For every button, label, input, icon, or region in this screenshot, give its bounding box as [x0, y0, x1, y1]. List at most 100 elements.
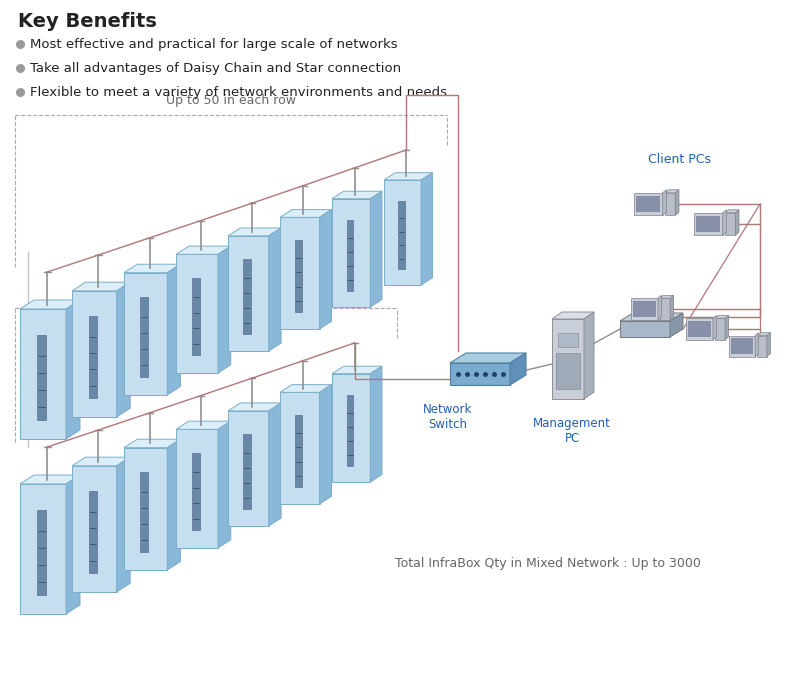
Polygon shape — [192, 453, 199, 530]
Polygon shape — [735, 210, 739, 235]
Polygon shape — [552, 312, 594, 319]
Polygon shape — [660, 296, 674, 298]
Polygon shape — [332, 373, 370, 482]
Polygon shape — [280, 210, 331, 217]
Polygon shape — [725, 315, 729, 340]
Text: Client PCs: Client PCs — [648, 153, 711, 166]
Polygon shape — [176, 255, 218, 373]
Polygon shape — [176, 246, 230, 255]
Polygon shape — [715, 315, 729, 319]
Polygon shape — [72, 457, 130, 466]
Text: Take all advantages of Daisy Chain and Star connection: Take all advantages of Daisy Chain and S… — [30, 62, 401, 74]
Text: Up to 50 in each row: Up to 50 in each row — [166, 94, 296, 107]
Polygon shape — [20, 309, 66, 439]
Text: Flexible to meet a variety of network environments and needs: Flexible to meet a variety of network en… — [30, 85, 447, 99]
Bar — [688, 321, 710, 337]
Polygon shape — [295, 415, 302, 487]
Polygon shape — [686, 319, 713, 340]
Polygon shape — [346, 221, 354, 291]
Polygon shape — [89, 491, 97, 573]
Polygon shape — [176, 421, 230, 430]
Polygon shape — [141, 297, 148, 377]
Polygon shape — [670, 296, 674, 320]
Polygon shape — [694, 213, 722, 235]
Polygon shape — [218, 421, 230, 548]
Polygon shape — [176, 430, 218, 548]
Polygon shape — [370, 366, 382, 482]
Polygon shape — [243, 259, 251, 334]
Text: Up to 50 in each row: Up to 50 in each row — [141, 287, 271, 300]
Polygon shape — [117, 282, 130, 417]
Polygon shape — [662, 189, 666, 215]
Text: Key Benefits: Key Benefits — [18, 12, 157, 31]
Text: Total InfraBox Qty in Mixed Network : Up to 3000: Total InfraBox Qty in Mixed Network : Up… — [395, 557, 701, 570]
Polygon shape — [729, 335, 755, 357]
Polygon shape — [66, 475, 80, 614]
Polygon shape — [552, 319, 584, 399]
Polygon shape — [722, 210, 726, 235]
Text: Network
Switch: Network Switch — [423, 403, 473, 431]
Polygon shape — [269, 403, 281, 526]
Text: Most effective and practical for large scale of networks: Most effective and practical for large s… — [30, 37, 398, 51]
Polygon shape — [634, 193, 662, 215]
Polygon shape — [715, 319, 725, 340]
Polygon shape — [510, 353, 526, 385]
Polygon shape — [20, 475, 80, 484]
Polygon shape — [658, 296, 662, 320]
Polygon shape — [20, 300, 80, 309]
Polygon shape — [141, 472, 148, 552]
Polygon shape — [89, 316, 97, 398]
Polygon shape — [117, 457, 130, 592]
Bar — [558, 333, 578, 347]
Bar — [556, 353, 580, 389]
Polygon shape — [295, 239, 302, 312]
Polygon shape — [450, 353, 526, 363]
Polygon shape — [72, 282, 130, 291]
Bar — [633, 301, 656, 317]
Polygon shape — [670, 313, 683, 337]
Polygon shape — [319, 210, 331, 329]
Polygon shape — [243, 434, 251, 509]
Polygon shape — [319, 384, 331, 504]
Polygon shape — [269, 228, 281, 351]
Polygon shape — [725, 210, 739, 213]
Polygon shape — [38, 510, 46, 595]
Polygon shape — [332, 198, 370, 307]
Polygon shape — [421, 173, 433, 285]
Polygon shape — [124, 448, 167, 570]
Polygon shape — [767, 332, 770, 357]
Polygon shape — [713, 315, 717, 340]
Polygon shape — [755, 332, 758, 357]
Polygon shape — [384, 173, 433, 180]
Polygon shape — [280, 217, 319, 329]
Polygon shape — [124, 439, 181, 448]
Polygon shape — [72, 466, 117, 592]
Polygon shape — [38, 335, 46, 419]
Polygon shape — [757, 332, 770, 335]
Bar — [696, 216, 720, 232]
Polygon shape — [218, 246, 230, 373]
Polygon shape — [280, 392, 319, 504]
Bar — [637, 196, 661, 212]
Polygon shape — [228, 403, 281, 411]
Polygon shape — [20, 484, 66, 614]
Polygon shape — [332, 192, 382, 198]
Polygon shape — [665, 193, 675, 215]
Polygon shape — [66, 300, 80, 439]
Polygon shape — [757, 335, 767, 357]
Polygon shape — [228, 236, 269, 351]
Polygon shape — [450, 363, 510, 385]
Polygon shape — [620, 313, 683, 321]
Polygon shape — [384, 180, 421, 285]
Polygon shape — [280, 384, 331, 392]
Polygon shape — [675, 189, 679, 215]
Polygon shape — [228, 228, 281, 236]
Polygon shape — [725, 213, 735, 235]
Polygon shape — [124, 264, 181, 273]
Polygon shape — [124, 273, 167, 395]
Polygon shape — [584, 312, 594, 399]
Polygon shape — [660, 298, 670, 320]
Bar — [730, 338, 753, 354]
Polygon shape — [665, 189, 679, 193]
Polygon shape — [167, 439, 181, 570]
